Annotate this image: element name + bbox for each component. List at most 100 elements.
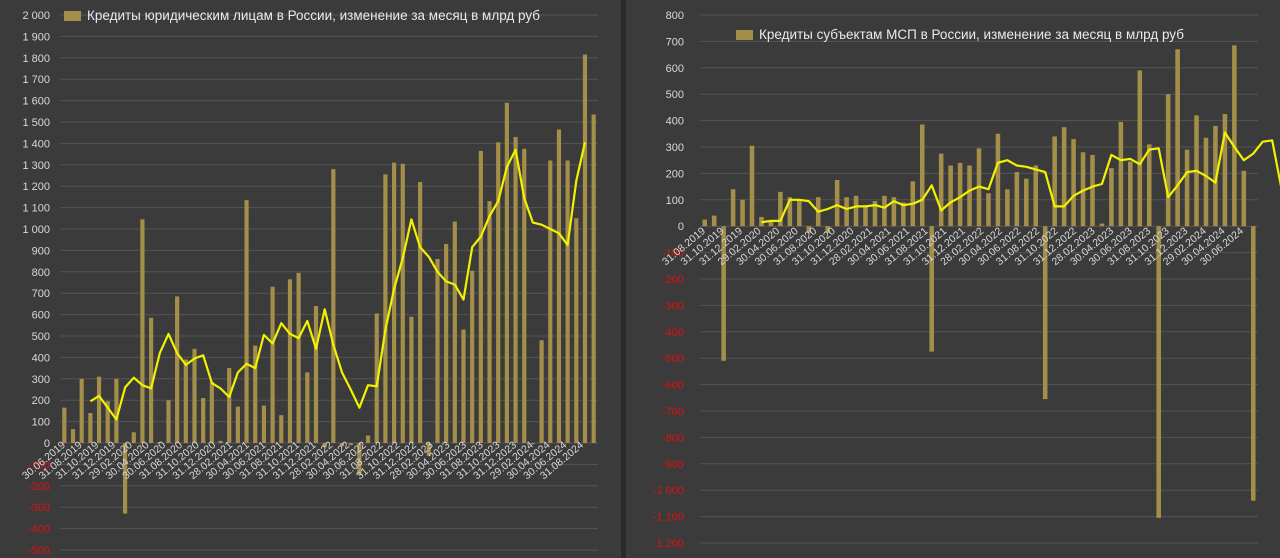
- y-tick-label: 300: [666, 142, 684, 154]
- bar: [149, 317, 154, 443]
- bar: [768, 220, 774, 227]
- bar: [1024, 178, 1029, 227]
- bar: [530, 443, 536, 445]
- y-tick-label: 700: [666, 36, 684, 48]
- bar: [1118, 121, 1124, 227]
- y-tick-label: 900: [32, 245, 50, 257]
- y-tick-label: 600: [666, 63, 684, 75]
- y-tick-label: 0: [44, 438, 50, 450]
- y-tick-label: 1 400: [22, 138, 50, 150]
- bar: [1156, 226, 1161, 518]
- bar: [504, 102, 509, 444]
- bar: [331, 169, 336, 443]
- bar: [730, 189, 736, 227]
- y-tick-label: -1 200: [653, 538, 684, 550]
- bar: [1099, 223, 1105, 227]
- y-tick-label: 0: [678, 221, 684, 233]
- bar: [261, 405, 267, 443]
- bar: [1061, 127, 1067, 227]
- bar: [1184, 149, 1190, 227]
- y-tick-label: -400: [662, 327, 684, 339]
- bar: [183, 359, 188, 443]
- bar: [122, 443, 128, 514]
- y-tick-label: -700: [662, 406, 684, 418]
- y-tick-label: -500: [662, 353, 684, 365]
- bar: [778, 191, 783, 227]
- bar: [452, 221, 457, 443]
- bar: [825, 226, 830, 233]
- y-tick-label: 100: [32, 417, 50, 429]
- bar: [882, 195, 887, 227]
- bar: [1251, 226, 1256, 501]
- bar: [114, 378, 119, 443]
- bar: [418, 181, 423, 444]
- bar: [305, 372, 310, 443]
- bar: [863, 205, 868, 227]
- bar: [270, 286, 275, 443]
- left-legend: Кредиты юридическим лицам в России, изме…: [64, 8, 540, 23]
- y-tick-label: -900: [662, 459, 684, 471]
- bar: [435, 258, 440, 443]
- bar: [591, 114, 596, 443]
- bar: [901, 202, 906, 227]
- bar: [279, 415, 284, 443]
- right-legend: Кредиты субъектам МСП в России, изменени…: [736, 27, 1184, 42]
- bar: [1232, 45, 1237, 227]
- bar: [948, 165, 953, 227]
- right-chart-panel: 800 700 600 500 400 300 200 100 0 -100 -200 -300 -40…: [626, 0, 1280, 558]
- bar: [218, 440, 223, 443]
- bar: [749, 145, 755, 227]
- bar: [227, 368, 232, 443]
- bar: [1137, 70, 1143, 227]
- bar: [844, 197, 849, 227]
- bar: [853, 195, 859, 227]
- bar: [339, 443, 345, 447]
- bar: [105, 401, 110, 443]
- bar: [919, 124, 925, 227]
- bar: [470, 270, 475, 443]
- legend-label: Кредиты юридическим лицам в России, изме…: [87, 8, 541, 23]
- y-tick-label: 1 900: [22, 31, 50, 43]
- bar: [296, 272, 301, 443]
- y-tick-label: -300: [662, 300, 684, 312]
- bar: [787, 197, 793, 227]
- y-tick-label: 600: [32, 310, 50, 322]
- bar: [967, 165, 972, 227]
- bar: [444, 243, 449, 443]
- y-tick-label: 1 200: [22, 181, 50, 193]
- bar: [496, 142, 501, 443]
- bar: [548, 160, 553, 443]
- y-tick-label: 500: [666, 89, 684, 101]
- bar: [400, 163, 405, 444]
- bar: [487, 201, 492, 443]
- y-tick-label: 1 300: [22, 160, 50, 172]
- y-tick-label: -100: [662, 248, 684, 260]
- bar: [313, 306, 319, 443]
- bar: [409, 316, 414, 443]
- y-tick-label: 1 700: [22, 74, 50, 86]
- bar: [1109, 168, 1114, 227]
- bar: [478, 150, 483, 443]
- y-tick-label: -500: [28, 545, 50, 557]
- bar: [175, 296, 180, 443]
- bar: [556, 129, 562, 444]
- y-tick-label: -200: [662, 274, 684, 286]
- trend-line: [761, 131, 1280, 224]
- left-chart-panel: 2 000 1 900 1 800 1 700 1 600 1 500 1 400 1 300…: [0, 0, 621, 558]
- bar: [1052, 136, 1057, 227]
- bar: [721, 226, 726, 361]
- bar: [374, 313, 379, 443]
- bar: [1213, 125, 1218, 227]
- bar: [1241, 170, 1247, 227]
- bar: [539, 340, 544, 443]
- y-tick-label: 200: [32, 395, 50, 407]
- bar: [365, 435, 371, 443]
- y-tick-label: 300: [32, 374, 50, 386]
- bar: [891, 197, 897, 227]
- bar: [1042, 226, 1048, 400]
- bar: [986, 193, 991, 227]
- bar: [513, 136, 518, 444]
- bar: [140, 219, 145, 443]
- y-tick-label: 2 000: [22, 10, 50, 22]
- y-tick-label: 800: [32, 267, 50, 279]
